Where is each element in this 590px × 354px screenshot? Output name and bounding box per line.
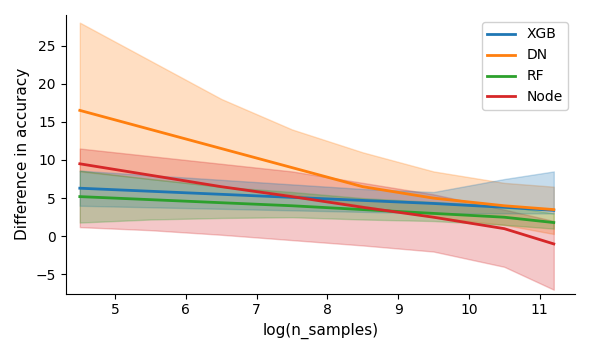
DN — [550, 207, 558, 212]
RF — [76, 194, 83, 199]
DN — [430, 196, 437, 200]
RF — [289, 204, 296, 208]
Node — [359, 205, 366, 210]
RF — [147, 198, 154, 202]
Line: DN: DN — [80, 110, 554, 210]
Node — [430, 215, 437, 219]
DN — [289, 165, 296, 170]
RF — [550, 221, 558, 225]
X-axis label: log(n_samples): log(n_samples) — [263, 323, 378, 339]
RF — [218, 201, 225, 205]
XGB — [501, 205, 508, 210]
Line: XGB: XGB — [80, 188, 554, 210]
RF — [430, 211, 437, 216]
DN — [147, 127, 154, 132]
XGB — [359, 198, 366, 202]
Node — [501, 227, 508, 231]
Node — [550, 242, 558, 246]
DN — [501, 204, 508, 208]
XGB — [289, 195, 296, 200]
Legend: XGB, DN, RF, Node: XGB, DN, RF, Node — [482, 22, 568, 110]
DN — [218, 147, 225, 151]
Line: RF: RF — [80, 196, 554, 223]
Node — [289, 194, 296, 199]
XGB — [218, 192, 225, 196]
Node — [147, 173, 154, 177]
XGB — [76, 186, 83, 190]
Y-axis label: Difference in accuracy: Difference in accuracy — [15, 68, 30, 240]
Node — [76, 162, 83, 166]
RF — [501, 215, 508, 219]
XGB — [147, 189, 154, 193]
Line: Node: Node — [80, 164, 554, 244]
DN — [76, 108, 83, 113]
Node — [218, 184, 225, 189]
DN — [359, 184, 366, 189]
XGB — [430, 201, 437, 206]
XGB — [550, 208, 558, 212]
RF — [359, 207, 366, 212]
